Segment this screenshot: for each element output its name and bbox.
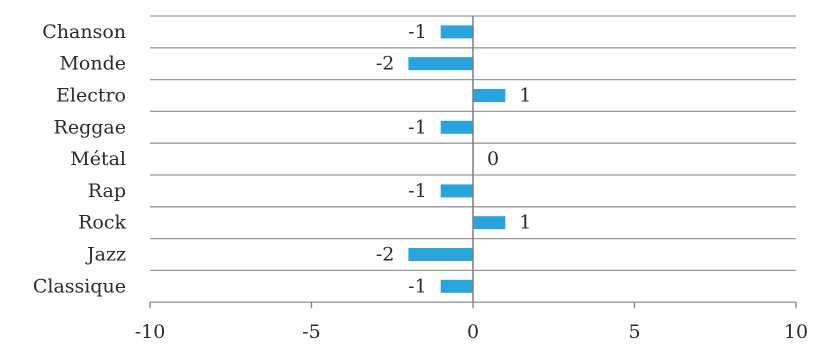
axes (149, 16, 797, 309)
bar (408, 57, 473, 71)
bar (440, 279, 473, 293)
category-label: Rock (78, 212, 126, 234)
x-tick-label: 5 (628, 321, 640, 343)
category-label: Rap (88, 180, 126, 202)
data-label: -1 (408, 275, 427, 297)
category-label: Jazz (85, 244, 126, 266)
data-label: 0 (487, 148, 499, 170)
bar (440, 120, 473, 134)
category-label: Reggae (54, 116, 126, 138)
data-label: 1 (519, 85, 531, 107)
bar (473, 89, 506, 102)
bar (473, 216, 506, 230)
x-tick-label: 10 (784, 321, 808, 343)
x-tick-label: 0 (467, 321, 479, 343)
data-label: 1 (519, 212, 531, 234)
category-label: Chanson (42, 21, 126, 43)
data-label: -1 (408, 116, 427, 138)
x-tick-labels: -10 -5 0 5 10 (135, 321, 808, 343)
data-label: -2 (376, 244, 395, 266)
data-label: -2 (376, 53, 395, 75)
category-labels: Chanson Monde Electro Reggae Métal Rap Rock Jaz… (33, 21, 127, 297)
category-label: Classique (33, 275, 126, 297)
category-label: Métal (70, 148, 126, 170)
data-label: -1 (408, 180, 427, 202)
bar (440, 184, 473, 198)
category-label: Monde (59, 53, 126, 75)
x-tick-label: -10 (135, 321, 166, 343)
bar (440, 25, 473, 39)
bars (408, 25, 506, 293)
data-label: -1 (408, 21, 427, 43)
bar (408, 248, 473, 261)
data-labels: -1 -2 1 -1 0 -1 1 -2 -1 (376, 21, 532, 297)
category-label: Electro (56, 85, 126, 107)
x-tick-label: -5 (302, 321, 321, 343)
